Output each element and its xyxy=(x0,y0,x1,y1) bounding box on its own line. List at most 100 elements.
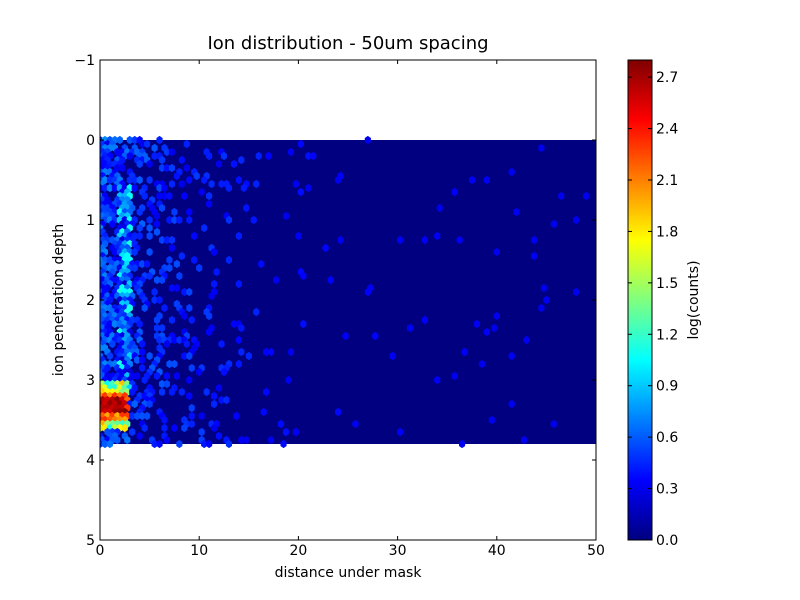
hexbin-cell xyxy=(253,179,260,189)
hexbin-cell xyxy=(508,351,515,361)
hexbin-cell xyxy=(136,223,143,233)
hexbin-cell xyxy=(163,235,171,245)
hexbin-cell xyxy=(508,399,515,409)
colorbar-tick-label: 1.2 xyxy=(656,327,678,343)
hexbin-cell xyxy=(191,255,198,265)
hexbin-cell xyxy=(178,251,185,261)
hexbin-cell xyxy=(493,311,500,321)
hexbin-cell xyxy=(434,231,441,241)
hexbin-cell xyxy=(208,291,215,301)
x-tick-label: 10 xyxy=(190,543,208,559)
hexbin-cell xyxy=(282,427,290,437)
hexbin-cell xyxy=(305,183,312,193)
hexbin-cell xyxy=(263,387,270,397)
y-tick-label: 4 xyxy=(86,453,95,469)
hexbin-cell xyxy=(178,155,185,165)
hexbin-cell xyxy=(151,295,158,305)
hexbin-cell xyxy=(178,179,185,189)
hexbin-cell xyxy=(583,191,590,201)
x-axis-label: distance under mask xyxy=(275,565,423,581)
hexbin-cell xyxy=(136,319,143,329)
hexbin-cell xyxy=(297,187,304,197)
hexbin-cell xyxy=(126,135,133,145)
hexbin-cell xyxy=(129,411,136,421)
hexbin-cell xyxy=(235,175,242,185)
hexbin-cell xyxy=(141,303,148,313)
hexbin-cell xyxy=(163,147,171,157)
hexbin-cell xyxy=(406,323,414,333)
hexbin-cell xyxy=(146,231,153,241)
hexbin-cell xyxy=(158,155,166,165)
hexbin-cell xyxy=(183,339,190,349)
hexbin-cell xyxy=(173,259,180,269)
colorbar-tick-label: 2.4 xyxy=(656,122,678,138)
hexbin-cell xyxy=(198,411,205,421)
hexbin-cell xyxy=(153,371,161,381)
hexbin-cell xyxy=(139,339,146,349)
hexbin-cell xyxy=(144,411,151,421)
hexbin-cell xyxy=(188,315,195,325)
hexbin-cell xyxy=(493,247,500,257)
colorbar-tick-label: 2.1 xyxy=(656,173,678,189)
hexbin-cell xyxy=(176,439,183,449)
hexbin-cell xyxy=(397,235,404,245)
hexbin-cell xyxy=(218,395,225,405)
hexbin-cell xyxy=(225,215,233,225)
hexbin-cell xyxy=(158,203,166,213)
hexbin-cell xyxy=(213,267,220,277)
hexbin-cell xyxy=(166,215,173,225)
hexbin-cell xyxy=(186,175,193,185)
hexbin-cell xyxy=(211,279,218,289)
hexbin-cell xyxy=(335,407,342,417)
hexbin-cell xyxy=(166,263,173,273)
hexbin-cell xyxy=(468,175,476,185)
colorbar-tick-label: 0.0 xyxy=(656,533,678,549)
hexbin-cell xyxy=(146,351,153,361)
hexbin-cell xyxy=(389,351,396,361)
hexbin-cell xyxy=(282,211,290,221)
hexbin-cell xyxy=(106,351,113,361)
hexbin-cell xyxy=(421,235,428,245)
hexbin-cell xyxy=(198,427,205,437)
hexbin-cell xyxy=(131,135,138,145)
hexbin-cell xyxy=(109,339,116,349)
hexbin-cell xyxy=(337,235,344,245)
hexbin-cell xyxy=(188,411,195,421)
colorbar-label: log(counts) xyxy=(686,260,702,339)
hexbin-cell xyxy=(473,319,481,329)
hexbin-cell xyxy=(238,435,245,445)
hexbin-cell xyxy=(235,279,242,289)
hexbin-cell xyxy=(151,439,158,449)
hexbin-cell xyxy=(521,435,528,445)
hexbin-cell xyxy=(287,147,295,157)
hexbin-cell xyxy=(456,235,463,245)
hexbin-cell xyxy=(523,335,530,345)
hexbin-cell xyxy=(139,363,146,373)
hexbin-cell xyxy=(327,275,334,285)
hexbin-cell xyxy=(287,347,295,357)
hexbin-cell xyxy=(158,379,166,389)
hexbin-cell xyxy=(158,275,166,285)
hexbin-cell xyxy=(141,423,148,433)
hexbin-cell xyxy=(201,439,208,449)
hexbin-cell xyxy=(129,427,136,437)
hexbin-cell xyxy=(153,211,161,221)
hexbin-cell xyxy=(131,399,138,409)
hexbin-cell xyxy=(176,335,183,345)
hexbin-cell xyxy=(225,255,233,265)
hexbin-cell xyxy=(168,163,175,173)
hexbin-cell xyxy=(153,219,161,229)
x-tick-label: 0 xyxy=(96,543,105,559)
y-tick-label: −1 xyxy=(74,53,95,69)
hexbin-cell xyxy=(136,431,143,441)
hexbin-cell xyxy=(136,207,143,217)
hexbin-cell xyxy=(158,323,166,333)
hexbin-cell xyxy=(238,347,245,357)
hexbin-cell xyxy=(508,167,515,177)
hexbin-cell xyxy=(451,187,458,197)
hexbin-cell xyxy=(201,223,208,233)
hexbin-cell xyxy=(131,263,138,273)
hexbin-cell xyxy=(191,231,198,241)
hexbin-cell xyxy=(134,355,141,365)
